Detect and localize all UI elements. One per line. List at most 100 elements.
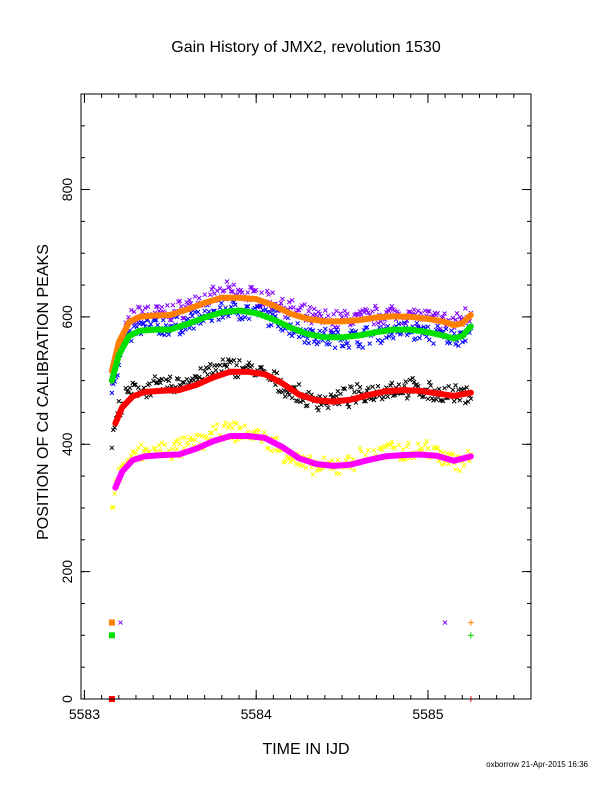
data-point — [462, 338, 468, 344]
data-point — [257, 303, 263, 309]
data-point — [145, 304, 151, 310]
data-point — [375, 383, 381, 389]
data-point — [379, 338, 385, 344]
data-point — [375, 320, 381, 326]
data-point — [425, 308, 431, 314]
data-point — [356, 389, 361, 394]
data-point — [400, 447, 406, 452]
data-point — [359, 449, 364, 454]
data-point — [239, 316, 245, 322]
series-1-line — [108, 307, 474, 384]
data-point — [404, 444, 410, 450]
data-point — [332, 345, 338, 351]
data-point — [248, 284, 253, 290]
data-point — [109, 390, 115, 396]
data-point — [390, 335, 396, 341]
data-point — [176, 376, 181, 382]
data-point — [209, 318, 215, 324]
data-point — [302, 340, 307, 345]
data-point — [389, 439, 395, 445]
data-point — [268, 448, 274, 454]
data-point — [230, 425, 235, 431]
data-point — [196, 374, 202, 380]
data-point — [334, 327, 339, 333]
data-point — [457, 397, 463, 403]
data-point — [425, 446, 431, 452]
data-point — [456, 343, 461, 349]
data-point — [446, 383, 452, 389]
data-point — [426, 337, 432, 343]
data-point — [162, 332, 167, 338]
data-point — [151, 378, 156, 384]
data-point — [363, 398, 368, 404]
data-point — [250, 288, 256, 294]
data-point — [435, 310, 440, 316]
data-point — [338, 311, 343, 316]
data-point — [166, 448, 172, 453]
data-point — [402, 320, 407, 326]
data-point — [256, 427, 262, 433]
data-point — [167, 374, 173, 380]
data-point — [224, 364, 230, 370]
data-point — [160, 317, 166, 323]
data-point — [133, 449, 138, 455]
data-point — [220, 315, 226, 320]
series-0-line — [108, 294, 474, 374]
data-point — [242, 423, 248, 429]
data-point — [425, 324, 431, 330]
data-point — [342, 386, 348, 392]
data-point — [176, 437, 181, 442]
data-point — [237, 358, 242, 363]
data-point — [386, 308, 392, 314]
data-point — [153, 304, 159, 309]
data-point — [356, 344, 361, 349]
data-point — [454, 311, 460, 316]
data-point — [207, 361, 213, 367]
data-point — [426, 309, 432, 314]
data-point — [357, 384, 363, 390]
data-point — [357, 341, 363, 347]
data-point — [453, 341, 458, 347]
data-point — [242, 314, 248, 320]
axis-ticks — [81, 93, 532, 700]
data-point — [374, 306, 379, 312]
data-point — [116, 398, 122, 404]
data-point — [447, 340, 453, 346]
data-point — [431, 398, 436, 403]
data-point — [180, 315, 185, 321]
data-point — [383, 335, 389, 340]
data-point — [289, 395, 295, 401]
data-point — [329, 458, 335, 463]
data-point — [148, 321, 154, 327]
data-point — [389, 380, 395, 386]
data-point — [457, 468, 463, 474]
data-point — [327, 342, 332, 347]
data-point — [239, 290, 245, 295]
data-point — [349, 385, 355, 390]
data-point — [317, 328, 323, 334]
data-point — [213, 426, 219, 432]
plot-marks — [108, 279, 474, 702]
data-point — [334, 393, 339, 399]
data-point — [232, 302, 238, 308]
data-point — [221, 288, 227, 293]
data-point — [142, 305, 148, 311]
data-point — [450, 451, 456, 457]
data-point — [282, 458, 288, 464]
data-point — [263, 306, 269, 312]
data-point — [365, 385, 371, 391]
data-point — [383, 309, 389, 315]
data-point — [216, 317, 221, 323]
reference-marker-6 — [467, 632, 474, 639]
data-point — [181, 315, 187, 321]
data-point — [278, 300, 284, 306]
data-point — [271, 369, 277, 374]
data-point — [317, 467, 323, 473]
plot-frame — [80, 93, 532, 700]
data-point — [438, 397, 443, 403]
data-point — [303, 465, 309, 471]
data-point — [249, 363, 255, 368]
data-point — [192, 294, 198, 299]
data-point — [234, 421, 240, 426]
data-point — [296, 382, 302, 387]
